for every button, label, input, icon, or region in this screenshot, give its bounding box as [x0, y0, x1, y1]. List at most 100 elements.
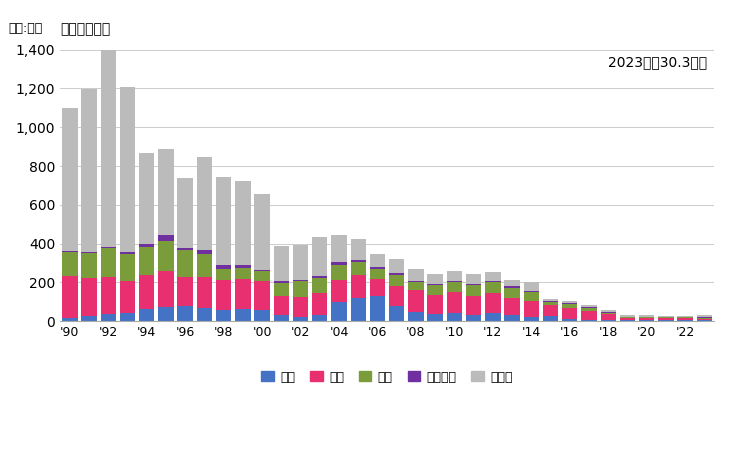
Bar	[332, 279, 347, 302]
Bar	[351, 262, 366, 274]
Bar	[158, 241, 174, 271]
Bar	[427, 284, 443, 285]
Bar	[677, 316, 693, 317]
Bar	[447, 283, 462, 292]
Bar	[332, 235, 347, 262]
Bar	[139, 153, 155, 243]
Bar	[82, 90, 97, 252]
Bar	[620, 318, 635, 320]
Bar	[677, 320, 693, 321]
Bar	[101, 38, 116, 247]
Bar	[466, 284, 481, 285]
Bar	[177, 306, 193, 321]
Bar	[466, 315, 481, 321]
Bar	[543, 299, 558, 301]
Bar	[254, 281, 270, 310]
Bar	[486, 280, 501, 283]
Bar	[389, 273, 405, 274]
Bar	[235, 279, 251, 309]
Bar	[523, 291, 539, 292]
Bar	[620, 320, 635, 321]
Bar	[697, 315, 712, 317]
Bar	[197, 251, 212, 254]
Bar	[82, 252, 97, 253]
Bar	[177, 248, 193, 251]
Bar	[523, 283, 539, 291]
Bar	[158, 307, 174, 321]
Bar	[639, 315, 655, 317]
Bar	[254, 271, 270, 281]
Bar	[293, 281, 308, 297]
Bar	[370, 269, 385, 279]
Bar	[216, 310, 231, 321]
Bar	[658, 316, 674, 317]
Bar	[101, 315, 116, 321]
Bar	[120, 280, 135, 314]
Bar	[254, 270, 270, 271]
Bar	[466, 285, 481, 296]
Bar	[427, 274, 443, 284]
Bar	[62, 276, 77, 318]
Bar	[370, 254, 385, 267]
Bar	[408, 283, 424, 290]
Bar	[351, 239, 366, 260]
Bar	[120, 254, 135, 280]
Bar	[601, 312, 616, 315]
Bar	[235, 265, 251, 268]
Bar	[158, 235, 174, 241]
Bar	[427, 315, 443, 321]
Bar	[697, 320, 712, 321]
Bar	[158, 148, 174, 235]
Bar	[677, 318, 693, 320]
Bar	[658, 317, 674, 318]
Bar	[216, 279, 231, 310]
Bar	[370, 279, 385, 296]
Bar	[562, 303, 577, 304]
Bar	[408, 269, 424, 280]
Bar	[581, 320, 597, 321]
Bar	[581, 307, 597, 308]
Bar	[120, 87, 135, 252]
Bar	[216, 265, 231, 269]
Bar	[389, 274, 405, 286]
Bar	[523, 301, 539, 317]
Bar	[601, 310, 616, 311]
Bar	[562, 301, 577, 303]
Bar	[139, 274, 155, 309]
Bar	[408, 290, 424, 311]
Bar	[447, 292, 462, 314]
Bar	[62, 318, 77, 321]
Bar	[389, 259, 405, 273]
Bar	[601, 315, 616, 320]
Bar	[447, 281, 462, 283]
Bar	[197, 277, 212, 308]
Bar	[351, 274, 366, 298]
Bar	[254, 310, 270, 321]
Bar	[101, 277, 116, 315]
Bar	[332, 265, 347, 279]
Bar	[312, 315, 327, 321]
Text: 単位:トン: 単位:トン	[8, 22, 42, 36]
Bar	[273, 296, 289, 315]
Bar	[562, 308, 577, 320]
Bar	[562, 320, 577, 321]
Bar	[639, 317, 655, 318]
Bar	[370, 267, 385, 269]
Bar	[581, 305, 597, 307]
Bar	[408, 280, 424, 283]
Bar	[332, 262, 347, 265]
Bar	[177, 277, 193, 306]
Bar	[697, 318, 712, 319]
Bar	[523, 292, 539, 301]
Bar	[235, 268, 251, 279]
Bar	[293, 245, 308, 279]
Bar	[447, 314, 462, 321]
Bar	[312, 278, 327, 293]
Bar	[120, 314, 135, 321]
Bar	[504, 279, 520, 286]
Bar	[62, 108, 77, 252]
Bar	[82, 253, 97, 278]
Bar	[312, 276, 327, 278]
Bar	[504, 286, 520, 288]
Bar	[197, 158, 212, 251]
